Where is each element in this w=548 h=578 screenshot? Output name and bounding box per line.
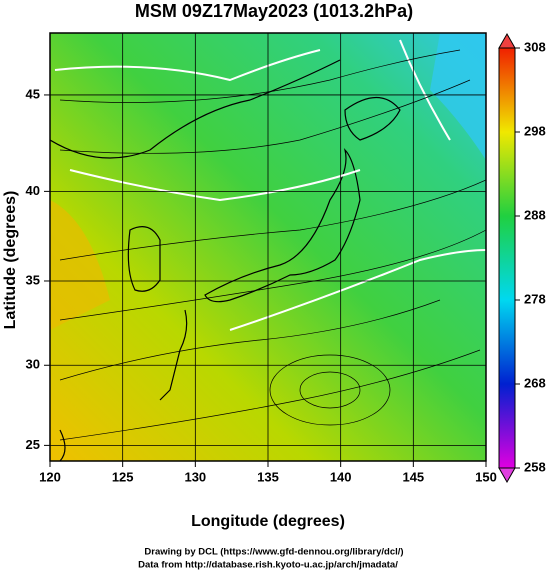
credit: Drawing by DCL (https://www.gfd-dennou.o…: [144, 547, 403, 558]
x-tick-label: 130: [184, 469, 206, 484]
contours: [54, 39, 486, 331]
x-tick-label: 135: [257, 469, 279, 484]
colorbar-tick-label: 298: [524, 123, 546, 138]
title: MSM 09Z17May2023 (1013.2hPa): [135, 1, 413, 21]
x-tick-label: 125: [112, 469, 134, 484]
y-tick-label: 25: [26, 437, 40, 452]
x-axis-label: Longitude (degrees): [191, 513, 345, 530]
warm-region: [50, 200, 110, 330]
y-tick-label: 35: [26, 272, 40, 287]
colorbar-tick-label: 288: [524, 207, 546, 222]
colorbar: [498, 47, 516, 469]
y-tick-label: 40: [26, 183, 40, 198]
colorbar-min-arrow: [498, 467, 516, 484]
y-tick-label: 30: [26, 357, 40, 372]
x-tick-label: 145: [402, 469, 424, 484]
colorbar-tick-label: 278: [524, 291, 546, 306]
y-axis-label: Latitude (degrees): [2, 191, 19, 330]
x-tick-label: 150: [475, 469, 497, 484]
x-tick-label: 140: [330, 469, 352, 484]
colorbar-max-arrow: [498, 32, 516, 49]
colorbar-tick-label: 258: [524, 459, 546, 474]
colorbar-tick-label: 308: [524, 39, 546, 54]
x-tick-label: 120: [39, 469, 61, 484]
credit: Data from http://database.rish.kyoto-u.a…: [138, 560, 398, 571]
cold-region: [430, 33, 486, 160]
y-tick-label: 45: [26, 86, 40, 101]
colorbar-tick-label: 268: [524, 375, 546, 390]
